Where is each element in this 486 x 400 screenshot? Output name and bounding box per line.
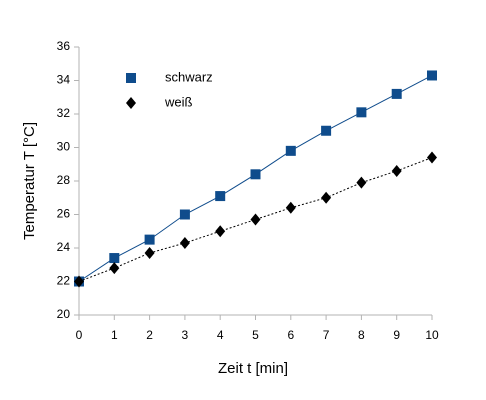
x-tick-label: 4 xyxy=(217,328,224,342)
legend-label: weiß xyxy=(164,94,193,109)
x-tick-label: 10 xyxy=(425,328,439,342)
data-point xyxy=(74,275,84,288)
data-point xyxy=(321,125,332,136)
x-tick-label: 7 xyxy=(323,328,330,342)
data-point xyxy=(215,225,226,238)
y-tick-label: 22 xyxy=(57,274,71,288)
y-tick-label: 28 xyxy=(57,173,71,187)
data-point xyxy=(144,234,155,245)
y-tick-label: 32 xyxy=(57,106,71,120)
data-point xyxy=(179,236,190,249)
x-tick-label: 9 xyxy=(393,328,400,342)
y-tick-label: 34 xyxy=(57,73,71,87)
x-tick-label: 1 xyxy=(111,328,118,342)
data-point xyxy=(356,176,367,189)
data-point xyxy=(109,253,120,264)
data-point xyxy=(109,262,120,275)
legend-marker xyxy=(126,73,136,83)
data-point xyxy=(391,88,402,99)
data-point xyxy=(427,151,437,164)
data-point xyxy=(285,201,296,214)
data-point xyxy=(179,209,190,220)
x-axis-title: Zeit t [min] xyxy=(218,360,288,377)
data-point xyxy=(356,107,367,118)
data-point xyxy=(250,169,261,180)
data-point xyxy=(250,213,261,226)
data-point xyxy=(285,145,296,156)
data-point xyxy=(321,191,332,204)
y-tick-label: 24 xyxy=(57,240,71,254)
x-tick-label: 2 xyxy=(146,328,153,342)
data-point xyxy=(144,247,155,260)
y-tick-label: 30 xyxy=(57,140,71,154)
x-tick-label: 8 xyxy=(358,328,365,342)
x-tick-label: 3 xyxy=(182,328,189,342)
y-tick-label: 20 xyxy=(57,307,71,321)
x-tick-label: 6 xyxy=(287,328,294,342)
x-tick-label: 0 xyxy=(76,328,83,342)
legend-label: schwarz xyxy=(165,69,213,84)
y-axis-title: Temperatur T [°C] xyxy=(21,122,38,240)
y-tick-label: 26 xyxy=(57,207,71,221)
data-point xyxy=(215,191,226,202)
data-point xyxy=(391,164,402,177)
data-point xyxy=(427,70,437,81)
y-tick-label: 36 xyxy=(57,39,71,53)
x-tick-label: 5 xyxy=(252,328,259,342)
legend-marker xyxy=(126,97,136,109)
